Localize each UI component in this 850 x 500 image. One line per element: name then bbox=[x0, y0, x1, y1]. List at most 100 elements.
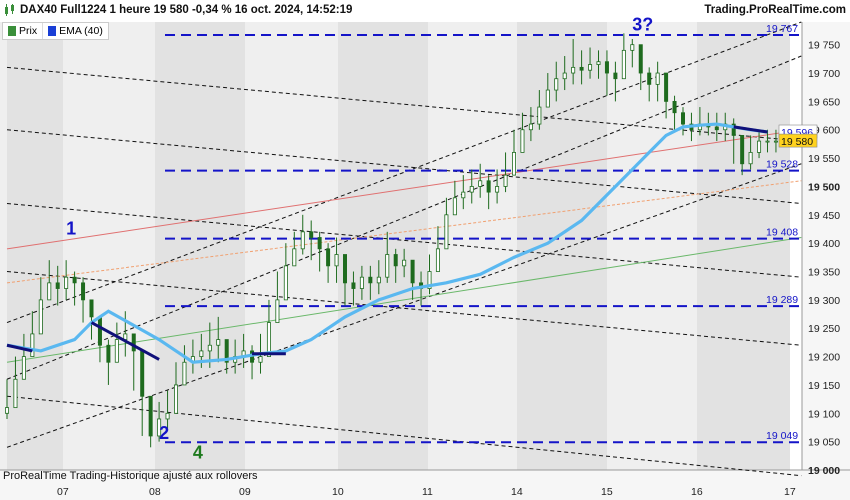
candle-body bbox=[613, 72, 618, 80]
candle-body bbox=[537, 106, 542, 125]
y-axis-panel bbox=[802, 22, 850, 470]
y-tick-label: 19 350 bbox=[808, 267, 840, 279]
y-tick-label: 19 500 bbox=[808, 181, 840, 193]
candle-body bbox=[452, 197, 457, 216]
day-band bbox=[607, 22, 697, 470]
x-tick-label: 10 bbox=[332, 486, 344, 498]
y-tick-label: 19 700 bbox=[808, 68, 840, 80]
candle-body bbox=[368, 276, 373, 284]
legend-item-ema[interactable]: EMA (40) bbox=[43, 23, 108, 39]
candle-body bbox=[283, 265, 288, 301]
candlestick-icon bbox=[5, 4, 14, 16]
legend-label-price: Prix bbox=[19, 25, 38, 37]
candle-body bbox=[207, 344, 212, 352]
day-band bbox=[517, 22, 607, 470]
x-tick-label: 14 bbox=[511, 486, 523, 498]
candle-body bbox=[21, 356, 26, 380]
candle-body bbox=[140, 350, 145, 397]
candle-body bbox=[714, 126, 719, 131]
channel-line bbox=[6, 21, 802, 324]
candle-body bbox=[38, 299, 43, 335]
candle-body bbox=[47, 282, 52, 301]
candle-body bbox=[681, 112, 686, 125]
day-band bbox=[697, 22, 790, 470]
candle-body bbox=[478, 180, 483, 187]
ema-line bbox=[6, 122, 768, 364]
candle-body bbox=[326, 248, 331, 267]
ema-dark-segment bbox=[733, 125, 768, 134]
x-tick-label: 09 bbox=[239, 486, 251, 498]
wave-label: 3? bbox=[632, 15, 653, 35]
candle-body bbox=[486, 180, 491, 193]
y-tick-label: 19 250 bbox=[808, 323, 840, 335]
wave-label: 4 bbox=[193, 443, 203, 463]
candle-body bbox=[621, 49, 626, 80]
channel-line bbox=[6, 163, 802, 448]
trend-line bbox=[6, 236, 802, 363]
legend-item-price[interactable]: Prix bbox=[3, 23, 44, 39]
candle-body bbox=[30, 333, 35, 357]
candle-body bbox=[72, 276, 77, 284]
candle-body bbox=[182, 361, 187, 386]
level-label: 19 528 bbox=[766, 159, 798, 171]
candle-body bbox=[469, 186, 474, 193]
candle-body bbox=[571, 66, 576, 74]
candle-body bbox=[13, 378, 18, 409]
x-tick-label: 08 bbox=[149, 486, 161, 498]
candle-body bbox=[359, 276, 364, 289]
y-tick-label: 19 100 bbox=[808, 408, 840, 420]
ema-swatch-icon bbox=[48, 26, 57, 36]
candle-body bbox=[385, 254, 390, 278]
candle-body bbox=[351, 282, 356, 289]
last-price-badge-bg bbox=[778, 133, 818, 148]
indicator-legend[interactable]: Prix EMA (40) bbox=[2, 22, 109, 40]
legend-label-ema: EMA (40) bbox=[59, 25, 103, 37]
wave-label: 1 bbox=[66, 219, 76, 239]
candle-body bbox=[731, 123, 736, 136]
candle-body bbox=[512, 152, 517, 176]
candle-body bbox=[638, 44, 643, 74]
candle-body bbox=[114, 339, 119, 363]
candle-body bbox=[461, 191, 466, 199]
y-tick-label: 19 550 bbox=[808, 153, 840, 165]
candle-body bbox=[309, 231, 314, 238]
candle-body bbox=[89, 299, 94, 318]
candle-body bbox=[664, 72, 669, 102]
day-band bbox=[338, 22, 428, 470]
candle-body bbox=[588, 64, 593, 71]
candle-body bbox=[292, 248, 297, 267]
candle-body bbox=[528, 123, 533, 131]
y-tick-label: 19 300 bbox=[808, 295, 840, 307]
x-tick-label: 07 bbox=[57, 486, 69, 498]
candle-body bbox=[748, 152, 753, 165]
candle-body bbox=[157, 418, 162, 437]
channel-line bbox=[6, 55, 802, 380]
candle-body bbox=[317, 237, 322, 250]
candle-body bbox=[757, 140, 762, 153]
candle-body bbox=[342, 254, 347, 284]
candle-body bbox=[106, 344, 111, 363]
x-tick-label: 17 bbox=[784, 486, 796, 498]
candle-body bbox=[81, 282, 86, 301]
day-band bbox=[155, 22, 245, 470]
level-label: 19 049 bbox=[766, 430, 798, 442]
candle-body bbox=[765, 140, 770, 143]
candle-body bbox=[165, 412, 170, 420]
candle-body bbox=[630, 44, 635, 51]
level-label: 19 408 bbox=[766, 227, 798, 239]
last-price-badge: 19 580 bbox=[781, 136, 813, 148]
candle-body bbox=[393, 254, 398, 267]
ema-dark-segment bbox=[90, 321, 160, 361]
day-band bbox=[63, 22, 155, 470]
y-tick-label: 19 200 bbox=[808, 352, 840, 364]
candle-body bbox=[300, 231, 305, 250]
brand-label: Trading.ProRealTime.com bbox=[704, 4, 846, 16]
x-tick-label: 16 bbox=[691, 486, 703, 498]
candle-body bbox=[266, 322, 271, 357]
candle-body bbox=[545, 89, 550, 108]
ema-dark-segment bbox=[6, 343, 33, 353]
candle-body bbox=[444, 214, 449, 250]
candle-body bbox=[402, 259, 407, 267]
day-band bbox=[428, 22, 517, 470]
